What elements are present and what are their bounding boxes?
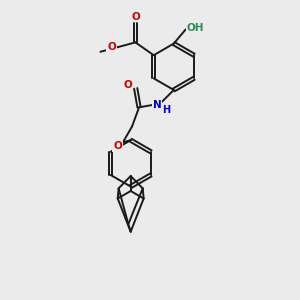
Text: O: O: [113, 141, 122, 151]
Text: O: O: [124, 80, 132, 90]
Text: O: O: [107, 42, 116, 52]
Text: H: H: [162, 105, 170, 115]
Text: OH: OH: [186, 23, 204, 33]
Text: N: N: [153, 100, 161, 110]
Text: O: O: [131, 11, 140, 22]
